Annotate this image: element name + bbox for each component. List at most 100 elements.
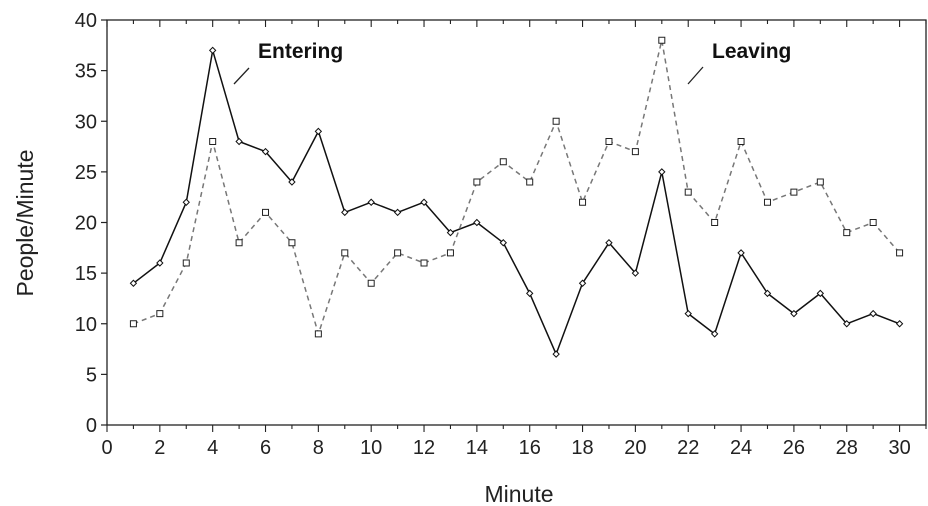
y-tick-label: 10 bbox=[75, 314, 97, 336]
x-tick-label: 4 bbox=[207, 437, 218, 459]
leaving-point bbox=[631, 148, 639, 156]
x-tick-label: 10 bbox=[360, 437, 382, 459]
leaving-point bbox=[420, 259, 428, 267]
leaving-point bbox=[341, 249, 349, 257]
y-tick-label: 35 bbox=[75, 61, 97, 83]
leaving-annotation-label: Leaving bbox=[712, 40, 791, 63]
entering-point bbox=[552, 350, 560, 358]
entering-point bbox=[446, 228, 455, 237]
leaving-point bbox=[658, 36, 666, 44]
entering-point bbox=[526, 289, 534, 298]
y-tick-label: 25 bbox=[75, 162, 97, 184]
entering-point bbox=[895, 320, 904, 328]
entering-point bbox=[578, 279, 587, 287]
entering-point bbox=[631, 269, 640, 277]
leaving-point bbox=[473, 178, 481, 186]
x-tick-label: 18 bbox=[571, 437, 593, 459]
x-tick-label: 28 bbox=[836, 437, 858, 459]
annotations: Entering Leaving bbox=[233, 40, 791, 85]
leaving-point bbox=[446, 249, 454, 257]
x-tick-label: 30 bbox=[888, 437, 910, 459]
leaving-annotation-leader bbox=[687, 66, 704, 85]
entering-point bbox=[763, 289, 772, 298]
leaving-point bbox=[262, 208, 270, 216]
y-tick-label: 15 bbox=[75, 263, 97, 285]
entering-point bbox=[129, 279, 138, 287]
plot-frame bbox=[106, 19, 927, 426]
x-tick-label: 24 bbox=[730, 437, 752, 459]
entering-annotation-leader bbox=[233, 67, 250, 85]
y-tick-label: 30 bbox=[75, 111, 97, 133]
leaving-point bbox=[182, 259, 190, 267]
x-tick-label: 22 bbox=[677, 437, 699, 459]
leaving-point bbox=[314, 330, 322, 338]
entering-point bbox=[288, 178, 296, 186]
leaving-point bbox=[499, 158, 507, 166]
leaving-point bbox=[737, 138, 745, 145]
entering-point bbox=[684, 309, 692, 318]
entering-point bbox=[605, 239, 613, 247]
leaving-point bbox=[209, 138, 217, 145]
entering-point bbox=[790, 309, 798, 318]
y-axis-title: People/Minute bbox=[12, 149, 38, 296]
entering-point bbox=[843, 320, 851, 328]
entering-point bbox=[367, 198, 375, 206]
leaving-point bbox=[394, 249, 402, 257]
leaving-point bbox=[684, 188, 692, 196]
series-layer bbox=[129, 36, 904, 358]
y-tick-label: 0 bbox=[86, 415, 97, 437]
leaving-point bbox=[816, 178, 824, 186]
entering-point bbox=[658, 168, 666, 176]
entering-point bbox=[156, 259, 164, 267]
leaving-point bbox=[843, 229, 851, 237]
y-tick-label: 40 bbox=[75, 10, 97, 32]
x-tick-label: 26 bbox=[783, 437, 805, 459]
x-tick-label: 0 bbox=[101, 437, 112, 459]
x-tick-label: 6 bbox=[260, 437, 271, 459]
entering-point bbox=[341, 208, 349, 217]
leaving-point bbox=[288, 239, 296, 247]
series-entering bbox=[129, 46, 904, 358]
x-axis-title: Minute bbox=[484, 481, 553, 506]
leaving-point bbox=[552, 117, 560, 125]
entering-point bbox=[499, 239, 507, 247]
leaving-point bbox=[711, 219, 719, 226]
x-tick-label: 2 bbox=[154, 437, 165, 459]
entering-point bbox=[182, 198, 190, 206]
series-leaving bbox=[129, 36, 904, 338]
leaving-point bbox=[869, 219, 877, 226]
leaving-point bbox=[896, 249, 904, 257]
x-tick-label: 14 bbox=[466, 437, 488, 459]
entering-point bbox=[208, 46, 217, 55]
y-tick-label: 20 bbox=[75, 213, 97, 235]
entering-annotation-label: Entering bbox=[258, 40, 343, 63]
entering-point bbox=[393, 208, 402, 217]
entering-point bbox=[235, 137, 243, 146]
entering-point bbox=[261, 147, 270, 156]
y-tick-label: 5 bbox=[86, 364, 97, 386]
entering-point bbox=[737, 249, 745, 257]
leaving-point bbox=[129, 320, 137, 328]
x-tick-label: 16 bbox=[519, 437, 541, 459]
leaving-point bbox=[367, 279, 375, 287]
leaving-point bbox=[156, 310, 164, 318]
leaving-point bbox=[790, 188, 798, 196]
entering-line bbox=[132, 49, 900, 355]
entering-point bbox=[710, 330, 719, 338]
entering-point bbox=[473, 218, 481, 227]
x-tick-label: 12 bbox=[413, 437, 435, 459]
entering-point bbox=[314, 127, 323, 136]
leaving-point bbox=[763, 198, 771, 206]
leaving-point bbox=[235, 239, 243, 247]
x-tick-label: 8 bbox=[313, 437, 324, 459]
leaving-point bbox=[579, 198, 587, 206]
entering-point bbox=[816, 289, 825, 298]
entering-point bbox=[420, 198, 428, 206]
leaving-point bbox=[605, 138, 613, 145]
x-tick-label: 20 bbox=[624, 437, 646, 459]
leaving-point bbox=[526, 178, 534, 186]
leaving-line bbox=[133, 39, 901, 335]
entering-point bbox=[869, 309, 877, 318]
